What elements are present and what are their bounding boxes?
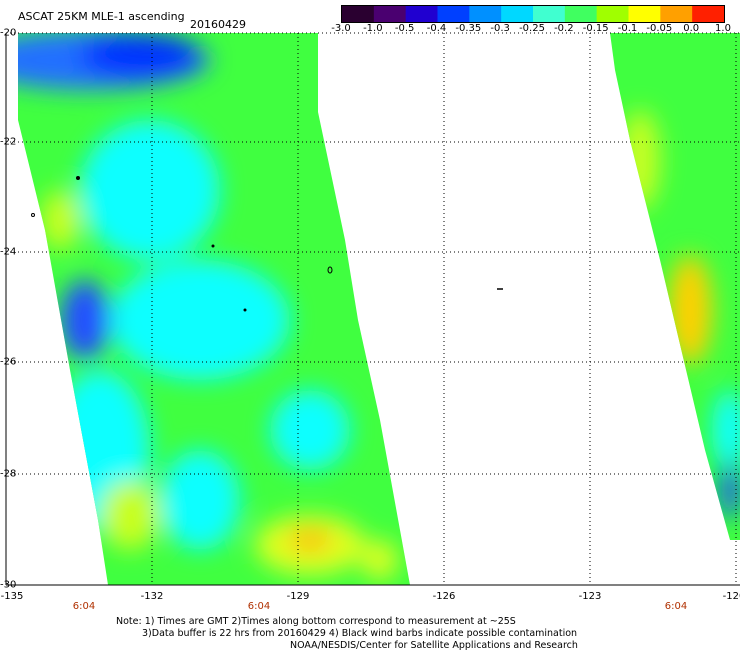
colorbar-segment [373, 6, 407, 22]
colorbar-segment [628, 6, 661, 22]
colorbar-tick-label: -0.25 [519, 23, 545, 34]
colorbar-tick-label: -0.4 [426, 23, 447, 34]
colorbar-segment [564, 6, 598, 22]
note-line-1: Note: 1) Times are GMT 2)Times along bot… [116, 616, 516, 627]
colorbar-segment [405, 6, 438, 22]
colorbar-tick-label: -3.0 [331, 23, 351, 34]
time-label: 6:04 [247, 601, 271, 612]
colorbar-segment [469, 6, 502, 22]
colorbar-tick-label: -0.05 [646, 23, 673, 34]
latitude-label: -20 [0, 27, 17, 39]
product-date: 20160429 [190, 18, 246, 31]
colorbar-segment [596, 6, 629, 22]
coastline-marks [31, 176, 503, 312]
colorbar-tick-label: -1.0 [363, 23, 383, 34]
latitude-label: -30 [0, 579, 17, 591]
latitude-label: -26 [0, 356, 17, 368]
time-label: 6:04 [72, 601, 96, 612]
colorbar-segment [501, 6, 534, 22]
latitude-label: -28 [0, 468, 17, 480]
longitude-label: -120 [722, 591, 740, 602]
colorbar-tick-label: 1.0 [715, 23, 731, 34]
product-title: ASCAT 25KM MLE-1 ascending [18, 10, 185, 23]
map-frame [5, 33, 740, 586]
longitude-label: -126 [432, 591, 456, 602]
island-mark [327, 266, 333, 274]
island-mark [211, 244, 215, 248]
note-line-3: NOAA/NESDIS/Center for Satellite Applica… [290, 640, 578, 651]
colorbar-tick-label: -0.3 [490, 23, 510, 34]
longitude-label: -129 [286, 591, 310, 602]
island-mark [31, 213, 35, 217]
colorbar-tick-label: -0.35 [455, 23, 482, 34]
secondary-swath [610, 33, 740, 540]
longitude-label: -123 [578, 591, 602, 602]
note-line-2: 3)Data buffer is 22 hrs from 20160429 4)… [142, 628, 578, 639]
colorbar-tick-label: -0.1 [617, 23, 638, 34]
colorbar-tick-label: 0.0 [683, 23, 700, 34]
colorbar-tick-label: -0.5 [394, 23, 415, 34]
colorbar-segment [660, 6, 693, 22]
latitude-label: -24 [0, 246, 17, 258]
colorbar-tick-label: -0.2 [554, 23, 574, 34]
island-mark [76, 176, 80, 180]
latitude-label: -22 [0, 136, 17, 148]
colorbar-segment [437, 6, 470, 22]
colorbar-tick-label: -0.15 [582, 23, 609, 34]
colorbar-segment [533, 6, 566, 22]
island-mark [243, 308, 247, 312]
colorbar [341, 5, 725, 23]
colorbar-segment [692, 6, 725, 22]
time-label: 6:04 [664, 601, 688, 612]
longitude-label: -135 [0, 591, 24, 602]
colorbar-segment [342, 6, 375, 22]
colorbar-gradient [342, 6, 725, 22]
longitude-label: -132 [140, 591, 164, 602]
